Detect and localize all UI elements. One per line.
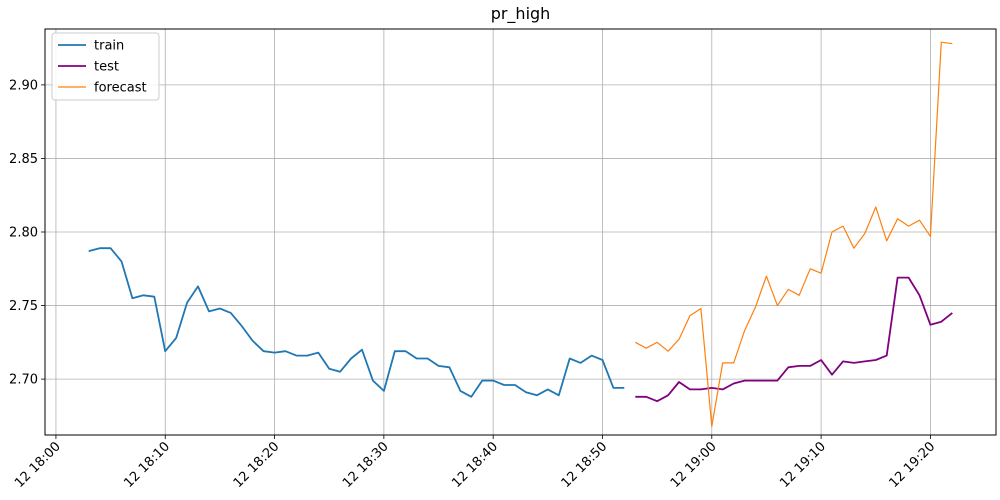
y-tick-label: 2.80 <box>9 226 38 241</box>
legend-label-forecast: forecast <box>94 81 147 96</box>
series-line-forecast <box>635 41 953 427</box>
x-tick-label: 12 19:20 <box>887 439 939 491</box>
y-tick-label: 2.85 <box>9 152 38 167</box>
x-tick-label: 12 18:30 <box>340 439 392 491</box>
series-line-test <box>635 276 953 403</box>
y-axis: 2.70 2.75 2.80 2.85 2.90 <box>9 78 45 388</box>
x-tick-label: 12 18:20 <box>231 439 283 491</box>
x-tick-label: 12 18:40 <box>449 439 501 491</box>
series-line-train <box>88 247 625 398</box>
grid-lines <box>45 29 996 435</box>
series-lines <box>88 41 953 427</box>
x-tick-label: 12 18:50 <box>559 439 611 491</box>
x-tick-label: 12 19:10 <box>777 439 829 491</box>
x-axis: 12 18:00 12 18:10 12 18:20 12 18:30 12 18:40… <box>12 435 938 491</box>
chart-title: pr_high <box>491 4 551 24</box>
legend-label-train: train <box>94 39 124 54</box>
x-tick-label: 12 19:00 <box>668 439 720 491</box>
legend-label-test: test <box>94 60 119 75</box>
x-tick-label: 12 18:10 <box>121 439 173 491</box>
y-tick-label: 2.70 <box>9 373 38 388</box>
y-tick-label: 2.75 <box>9 299 38 314</box>
x-tick-label: 12 18:00 <box>12 439 64 491</box>
legend-box <box>51 32 160 101</box>
legend: train test forecast <box>51 32 160 101</box>
y-tick-label: 2.90 <box>9 78 38 93</box>
